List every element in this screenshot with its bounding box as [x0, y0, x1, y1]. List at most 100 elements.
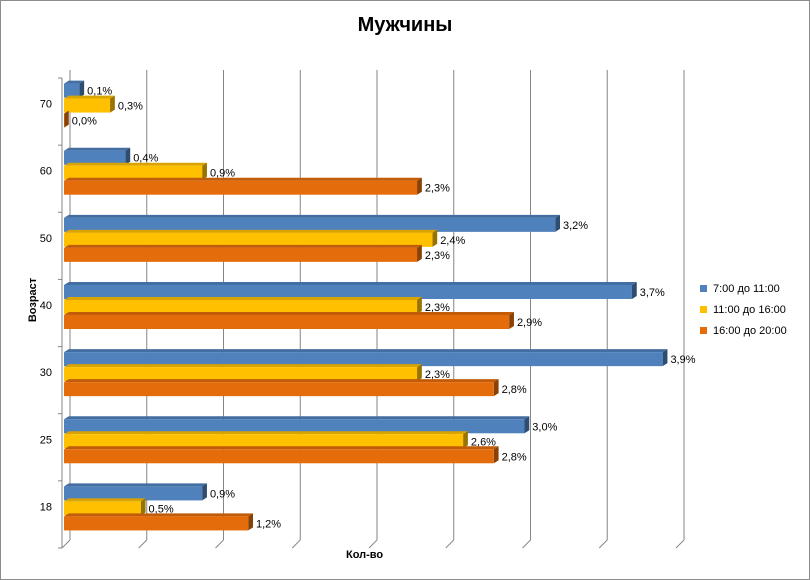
- bar-top-face: [64, 513, 253, 517]
- bar-side-face: [417, 364, 422, 382]
- legend-label: 7:00 до 11:00: [713, 282, 780, 295]
- chart-title: Мужчины: [357, 14, 453, 36]
- category-label: 25: [40, 434, 52, 446]
- bar: [64, 501, 141, 516]
- category-label: 70: [40, 99, 52, 111]
- category-label: 40: [40, 300, 52, 312]
- bar: [64, 165, 203, 180]
- legend-label: 16:00 до 20:00: [713, 324, 787, 337]
- data-label: 3,0%: [532, 421, 557, 433]
- bar: [64, 382, 494, 397]
- bar-top-face: [64, 431, 468, 435]
- data-label: 2,3%: [425, 250, 450, 262]
- bar-side-face: [417, 177, 422, 195]
- data-label: 2,3%: [425, 369, 450, 381]
- bar-side-face: [493, 446, 499, 464]
- bar-side-face: [417, 297, 422, 314]
- bar-side-face: [432, 229, 438, 247]
- bar-side-face: [110, 95, 115, 113]
- bar: [64, 180, 418, 195]
- gridline-floor: [291, 539, 301, 549]
- data-label: 3,7%: [640, 287, 665, 299]
- data-label: 2,3%: [425, 183, 450, 195]
- data-label: 2,6%: [471, 436, 496, 448]
- bar-top-face: [64, 312, 514, 315]
- bar-top-face: [64, 483, 207, 487]
- bar: [64, 150, 126, 165]
- bar-side-face: [662, 349, 668, 367]
- gridline-floor: [61, 539, 71, 549]
- bar-side-face: [417, 244, 422, 262]
- bar-top-face: [64, 297, 422, 300]
- data-label: 2,4%: [440, 235, 465, 247]
- legend-swatch-series-1: [700, 285, 707, 292]
- bar: [64, 315, 510, 329]
- bar-top-face: [64, 162, 207, 166]
- bar-top-face: [64, 80, 85, 84]
- legend-item: 11:00 до 16:00: [700, 299, 787, 320]
- bar-top-face: [64, 229, 438, 233]
- bar: [64, 486, 203, 501]
- data-label: 0,9%: [210, 488, 235, 500]
- bar: [64, 285, 632, 299]
- data-label: 0,3%: [118, 101, 143, 113]
- legend-swatch-series-2: [700, 306, 707, 313]
- gridline-floor: [215, 539, 224, 549]
- bar: [64, 352, 663, 367]
- bar-top-face: [64, 95, 115, 99]
- bar: [64, 98, 111, 113]
- data-label: 3,9%: [670, 354, 695, 366]
- data-label: 0,0%: [72, 116, 97, 128]
- legend-item: 7:00 до 11:00: [700, 278, 787, 299]
- gridline-floor: [138, 539, 148, 549]
- bar-side-face: [524, 416, 530, 434]
- data-label: 0,4%: [133, 153, 158, 165]
- bar: [64, 300, 418, 314]
- data-label: 0,9%: [210, 168, 235, 180]
- gridline-floor: [522, 539, 531, 549]
- bar-top-face: [64, 177, 422, 181]
- gridline-floor: [598, 539, 608, 549]
- bar-top-face: [64, 379, 499, 383]
- bar-side-face: [140, 498, 146, 516]
- legend-item: 16:00 до 20:00: [700, 320, 787, 341]
- bar: [64, 434, 464, 449]
- bar-top-face: [64, 446, 499, 450]
- bar-top-face: [64, 416, 530, 420]
- gridline-floor: [445, 539, 455, 549]
- bar: [64, 516, 249, 531]
- data-label: 2,3%: [425, 302, 450, 314]
- data-label: 2,8%: [502, 384, 527, 396]
- bar-side-face: [555, 214, 560, 232]
- bar-side-face: [125, 147, 131, 165]
- bar-top-face: [64, 349, 668, 353]
- bar: [64, 367, 418, 382]
- bar-side-face: [631, 282, 637, 299]
- bar: [64, 83, 80, 98]
- x-axis-label: Кол-во: [346, 549, 384, 561]
- category-label: 30: [40, 367, 52, 379]
- category-label: 18: [40, 501, 52, 513]
- category-label: 50: [40, 233, 52, 245]
- legend-swatch-series-3: [700, 327, 707, 334]
- bar: [64, 449, 494, 464]
- gridline-floor: [368, 539, 378, 549]
- data-label: 2,8%: [502, 451, 527, 463]
- bar-side-face: [509, 312, 514, 329]
- data-label: 0,5%: [149, 503, 174, 515]
- data-label: 2,9%: [517, 317, 542, 329]
- legend-label: 11:00 до 16:00: [713, 303, 786, 316]
- bar-top-face: [64, 147, 131, 151]
- category-label: 60: [40, 166, 52, 178]
- bar-side-face: [64, 110, 69, 128]
- bar-top-face: [64, 364, 422, 368]
- bar-top-face: [64, 282, 637, 285]
- bar: [64, 419, 525, 434]
- legend: 7:00 до 11:00 11:00 до 16:00 16:00 до 20…: [700, 278, 787, 341]
- bar-top-face: [64, 498, 146, 502]
- bar-side-face: [463, 431, 468, 449]
- bar-side-face: [248, 513, 253, 531]
- bar-side-face: [202, 162, 207, 180]
- bar-side-face: [202, 483, 207, 501]
